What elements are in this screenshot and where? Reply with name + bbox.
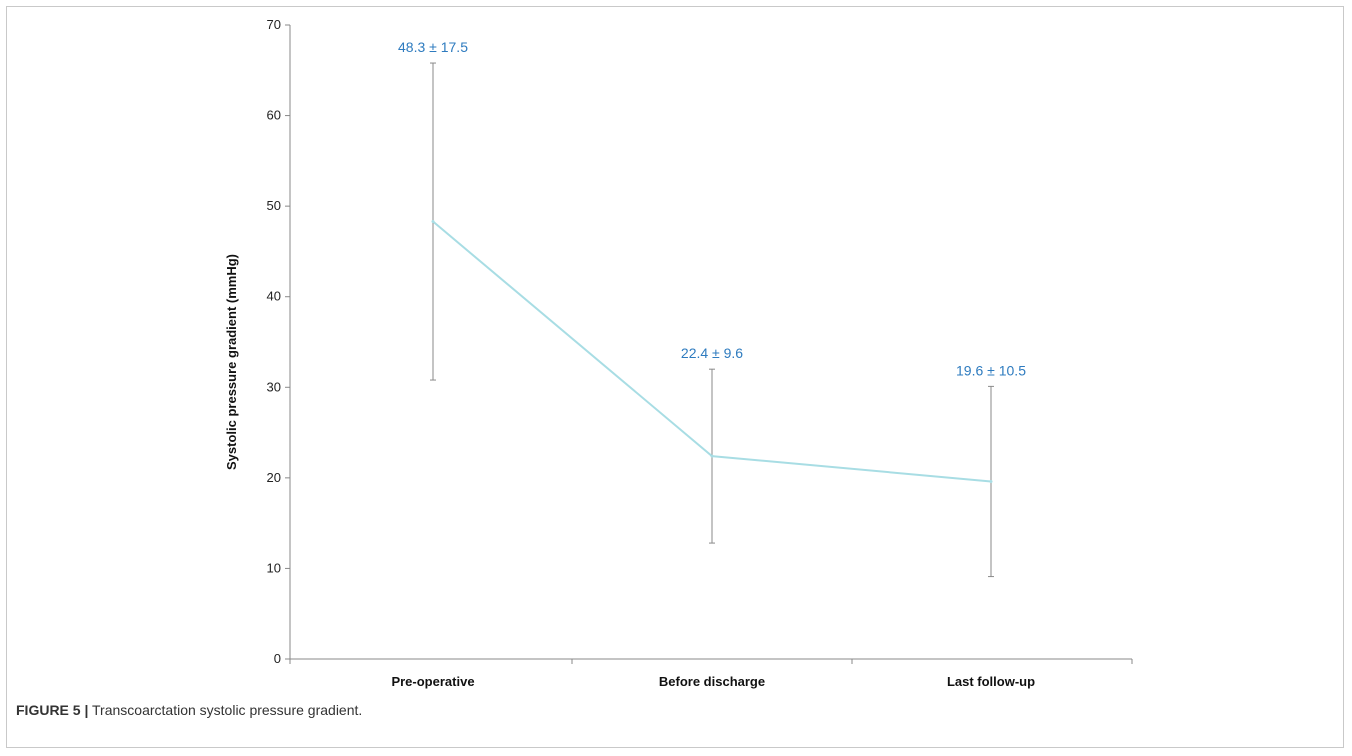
data-point	[989, 479, 993, 483]
figure-label: FIGURE 5 |	[16, 702, 89, 718]
series-line-group	[431, 220, 993, 483]
y-tick-label: 50	[267, 198, 281, 213]
data-point	[431, 220, 435, 224]
y-tick-label: 30	[267, 379, 281, 394]
data-point	[710, 454, 714, 458]
data-labels: 48.3 ± 17.5 22.4 ± 9.6 19.6 ± 10.5	[398, 39, 1026, 378]
x-tick-label: Last follow-up	[947, 674, 1035, 689]
y-tick-label: 0	[274, 651, 281, 666]
y-tick-label: 40	[267, 289, 281, 304]
error-bars	[430, 62, 994, 578]
chart-axes: 0 10 20 30 40 50 60 70 Pre-operative Before disch…	[267, 17, 1133, 689]
y-tick-label: 70	[267, 17, 281, 32]
figure-caption: FIGURE 5 | Transcoarctation systolic pre…	[16, 702, 362, 718]
x-tick-label: Before discharge	[659, 674, 765, 689]
y-axis-title: Systolic pressure gradient (mmHg)	[224, 254, 239, 470]
y-tick-label: 20	[267, 470, 281, 485]
y-tick-label: 60	[267, 108, 281, 123]
x-tick-label: Pre-operative	[391, 674, 474, 689]
figure-caption-text: Transcoarctation systolic pressure gradi…	[92, 702, 363, 718]
y-tick-label: 10	[267, 560, 281, 575]
figure-frame	[6, 6, 1344, 748]
data-label: 48.3 ± 17.5	[398, 39, 468, 55]
data-label: 22.4 ± 9.6	[681, 345, 743, 361]
data-label: 19.6 ± 10.5	[956, 362, 1026, 378]
